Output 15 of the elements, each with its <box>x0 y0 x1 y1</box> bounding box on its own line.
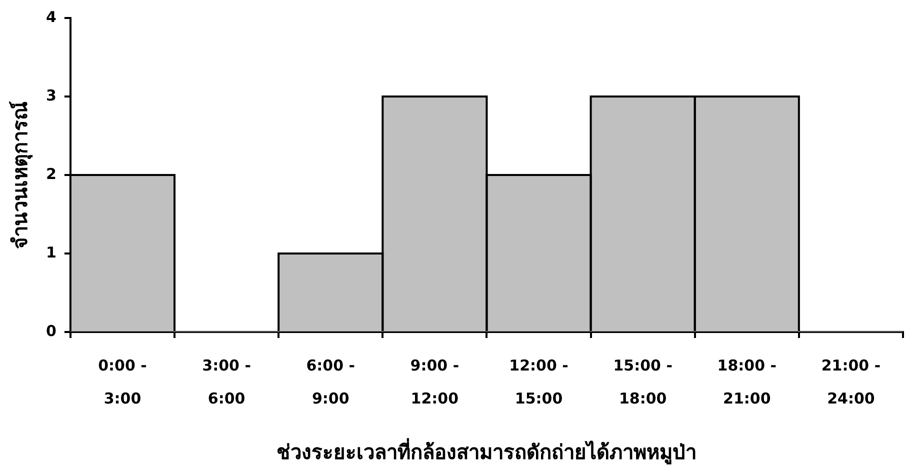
y-tick-label: 4 <box>46 8 56 26</box>
y-axis-title: จำนวนเหตุการณ์ <box>8 101 34 249</box>
x-tick-label: 9:00 - 12:00 <box>410 356 460 408</box>
y-tick-label: 3 <box>46 86 56 104</box>
x-tick-label: 12:00 - 15:00 <box>509 356 568 408</box>
y-tick-label: 0 <box>46 322 56 340</box>
x-tick-label: 18:00 - 21:00 <box>717 356 776 408</box>
x-tick-label: 15:00 - 18:00 <box>613 356 672 408</box>
x-tick-label: 0:00 - 3:00 <box>98 356 147 408</box>
x-tick-label: 3:00 - 6:00 <box>202 356 251 408</box>
x-axis-title: ช่วงระยะเวลาที่กล้องสามารถดักถ่ายได้ภาพหมูป่า <box>276 437 697 466</box>
x-tick-label: 6:00 - 9:00 <box>306 356 355 408</box>
x-tick-label: 21:00 - 24:00 <box>821 356 881 408</box>
y-tick-label: 1 <box>46 243 56 262</box>
y-tick-label: 2 <box>46 164 56 183</box>
